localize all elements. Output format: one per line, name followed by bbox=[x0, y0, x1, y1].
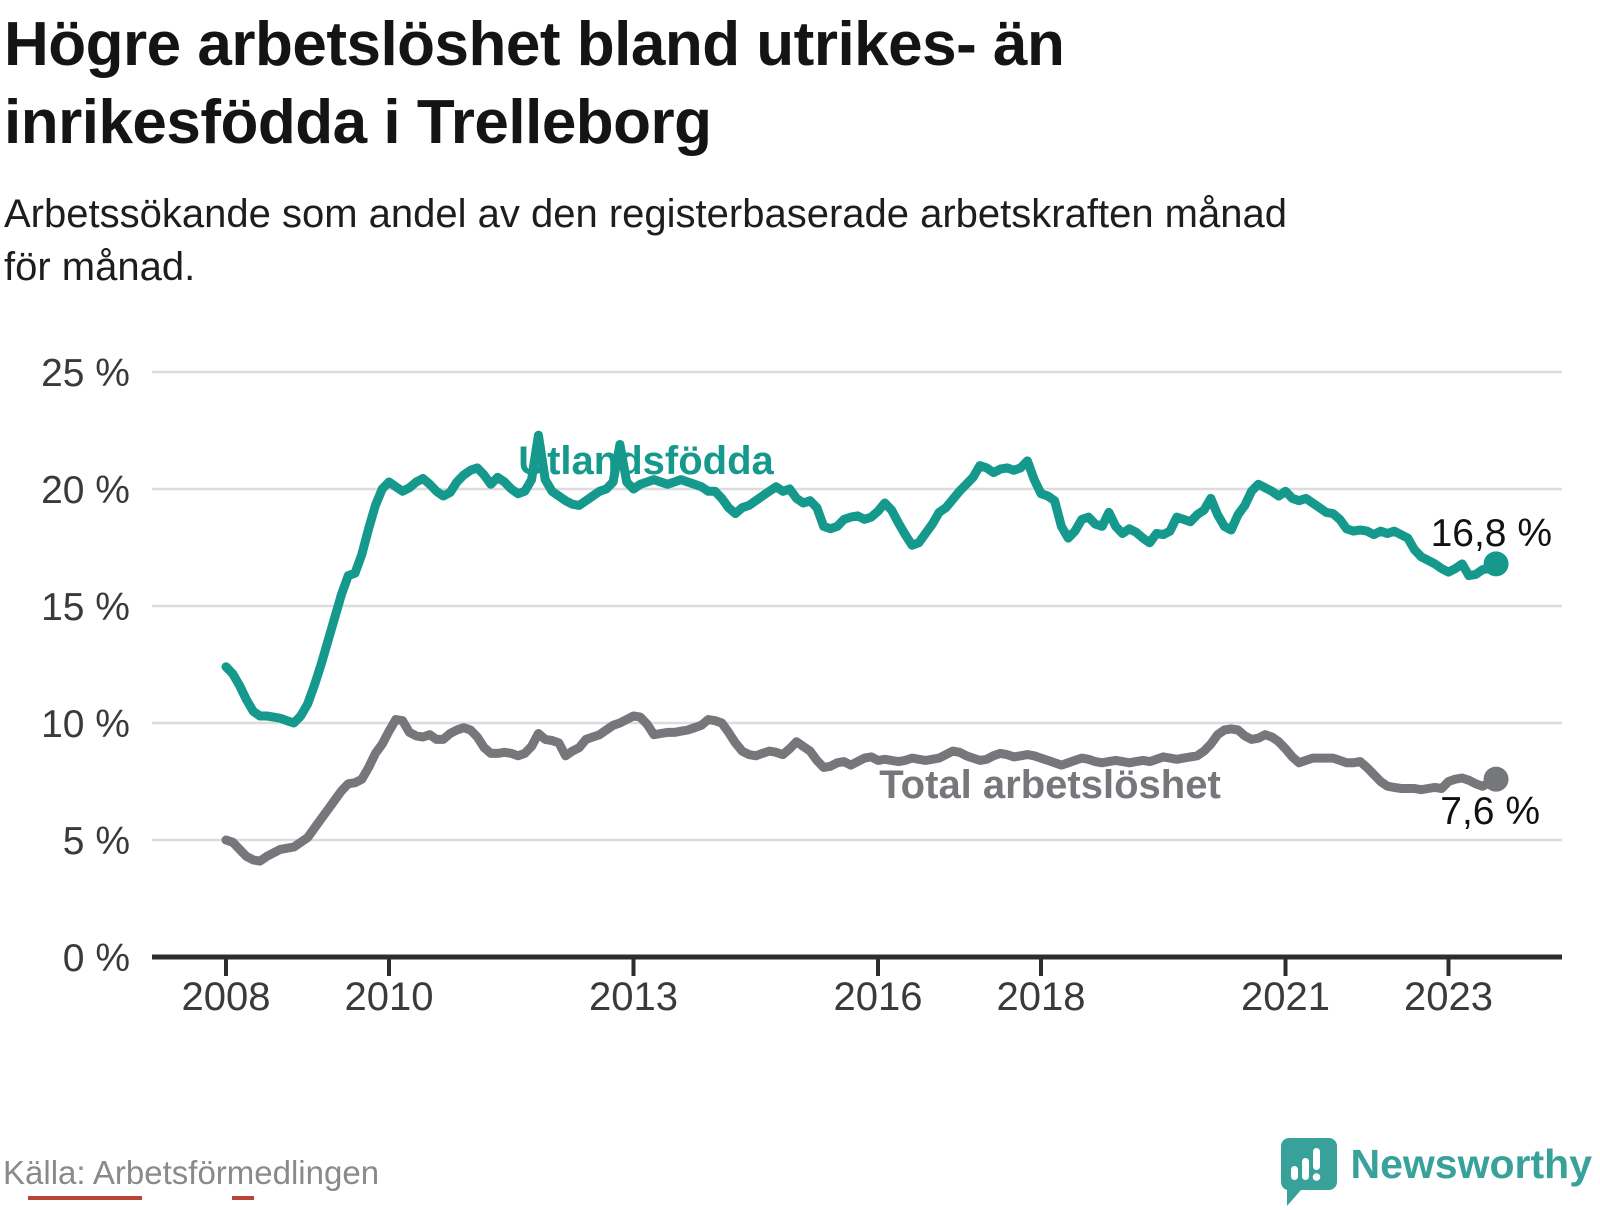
total-end-value: 7,6 % bbox=[1440, 790, 1540, 833]
source-note: Källa: Arbetsförmedlingen bbox=[3, 1154, 380, 1191]
y-tick-label: 10 % bbox=[41, 703, 130, 746]
header: Högre arbetslöshet bland utrikes- än inr… bbox=[4, 6, 1564, 294]
y-tick-label: 20 % bbox=[41, 469, 130, 512]
chart-subtitle-line2: för månad. bbox=[4, 245, 196, 290]
brand-name: Newsworthy bbox=[1350, 1141, 1593, 1187]
y-tick-label: 25 % bbox=[41, 352, 130, 395]
x-tick-label: 2008 bbox=[182, 975, 271, 1019]
bar-chart-speech-bubble-icon bbox=[1280, 1138, 1337, 1206]
page-title-line2: inrikesfödda i Trelleborg bbox=[4, 88, 712, 158]
chart-subtitle-line1: Arbetssökande som andel av den registerb… bbox=[4, 192, 1287, 237]
utlandsfodda-end-dot bbox=[1483, 551, 1509, 577]
x-tick-label: 2010 bbox=[345, 975, 434, 1019]
y-tick-label: 15 % bbox=[41, 586, 130, 629]
chart-subtitle: Arbetssökande som andel av den registerb… bbox=[4, 188, 1564, 294]
x-tick-label: 2023 bbox=[1404, 975, 1493, 1019]
y-tick-label: 5 % bbox=[63, 820, 130, 863]
newsworthy-logo: Newsworthy bbox=[1280, 1138, 1593, 1206]
clipped-red-text-sliver bbox=[28, 1196, 142, 1200]
x-tick-label: 2013 bbox=[589, 975, 678, 1019]
x-tick-label: 2018 bbox=[997, 975, 1086, 1019]
utlandsfodda-series-label: Utlandsfödda bbox=[518, 439, 774, 483]
x-tick-label: 2021 bbox=[1241, 975, 1330, 1019]
page-title-line1: Högre arbetslöshet bland utrikes- än bbox=[4, 10, 1065, 79]
total-line bbox=[221, 711, 1501, 866]
clipped-red-text-sliver bbox=[232, 1196, 254, 1200]
page-title: Högre arbetslöshet bland utrikes- än inr… bbox=[4, 6, 1564, 162]
x-tick-label: 2016 bbox=[834, 975, 923, 1019]
utlandsfodda-line bbox=[221, 430, 1501, 728]
y-tick-label: 0 % bbox=[63, 937, 130, 980]
utlandsfodda-end-value: 16,8 % bbox=[1431, 512, 1552, 555]
total-series-label: Total arbetslöshet bbox=[879, 763, 1221, 807]
total-end-dot bbox=[1483, 766, 1509, 792]
